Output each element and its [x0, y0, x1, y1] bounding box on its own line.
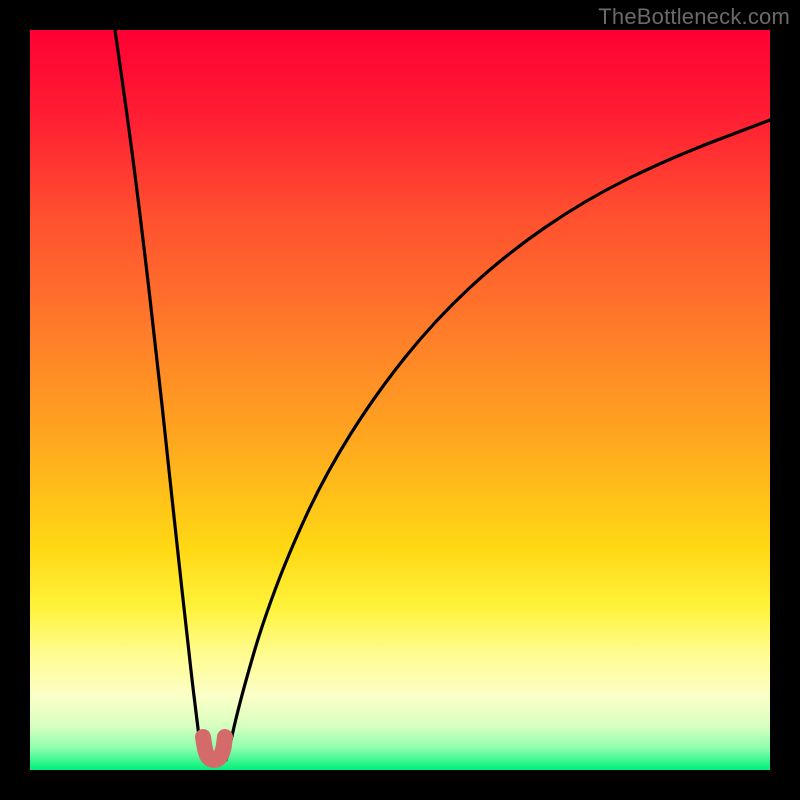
gradient-plot — [0, 0, 800, 800]
watermark-text: TheBottleneck.com — [598, 4, 790, 30]
chart-container: TheBottleneck.com — [0, 0, 800, 800]
heatmap-gradient — [30, 30, 770, 770]
